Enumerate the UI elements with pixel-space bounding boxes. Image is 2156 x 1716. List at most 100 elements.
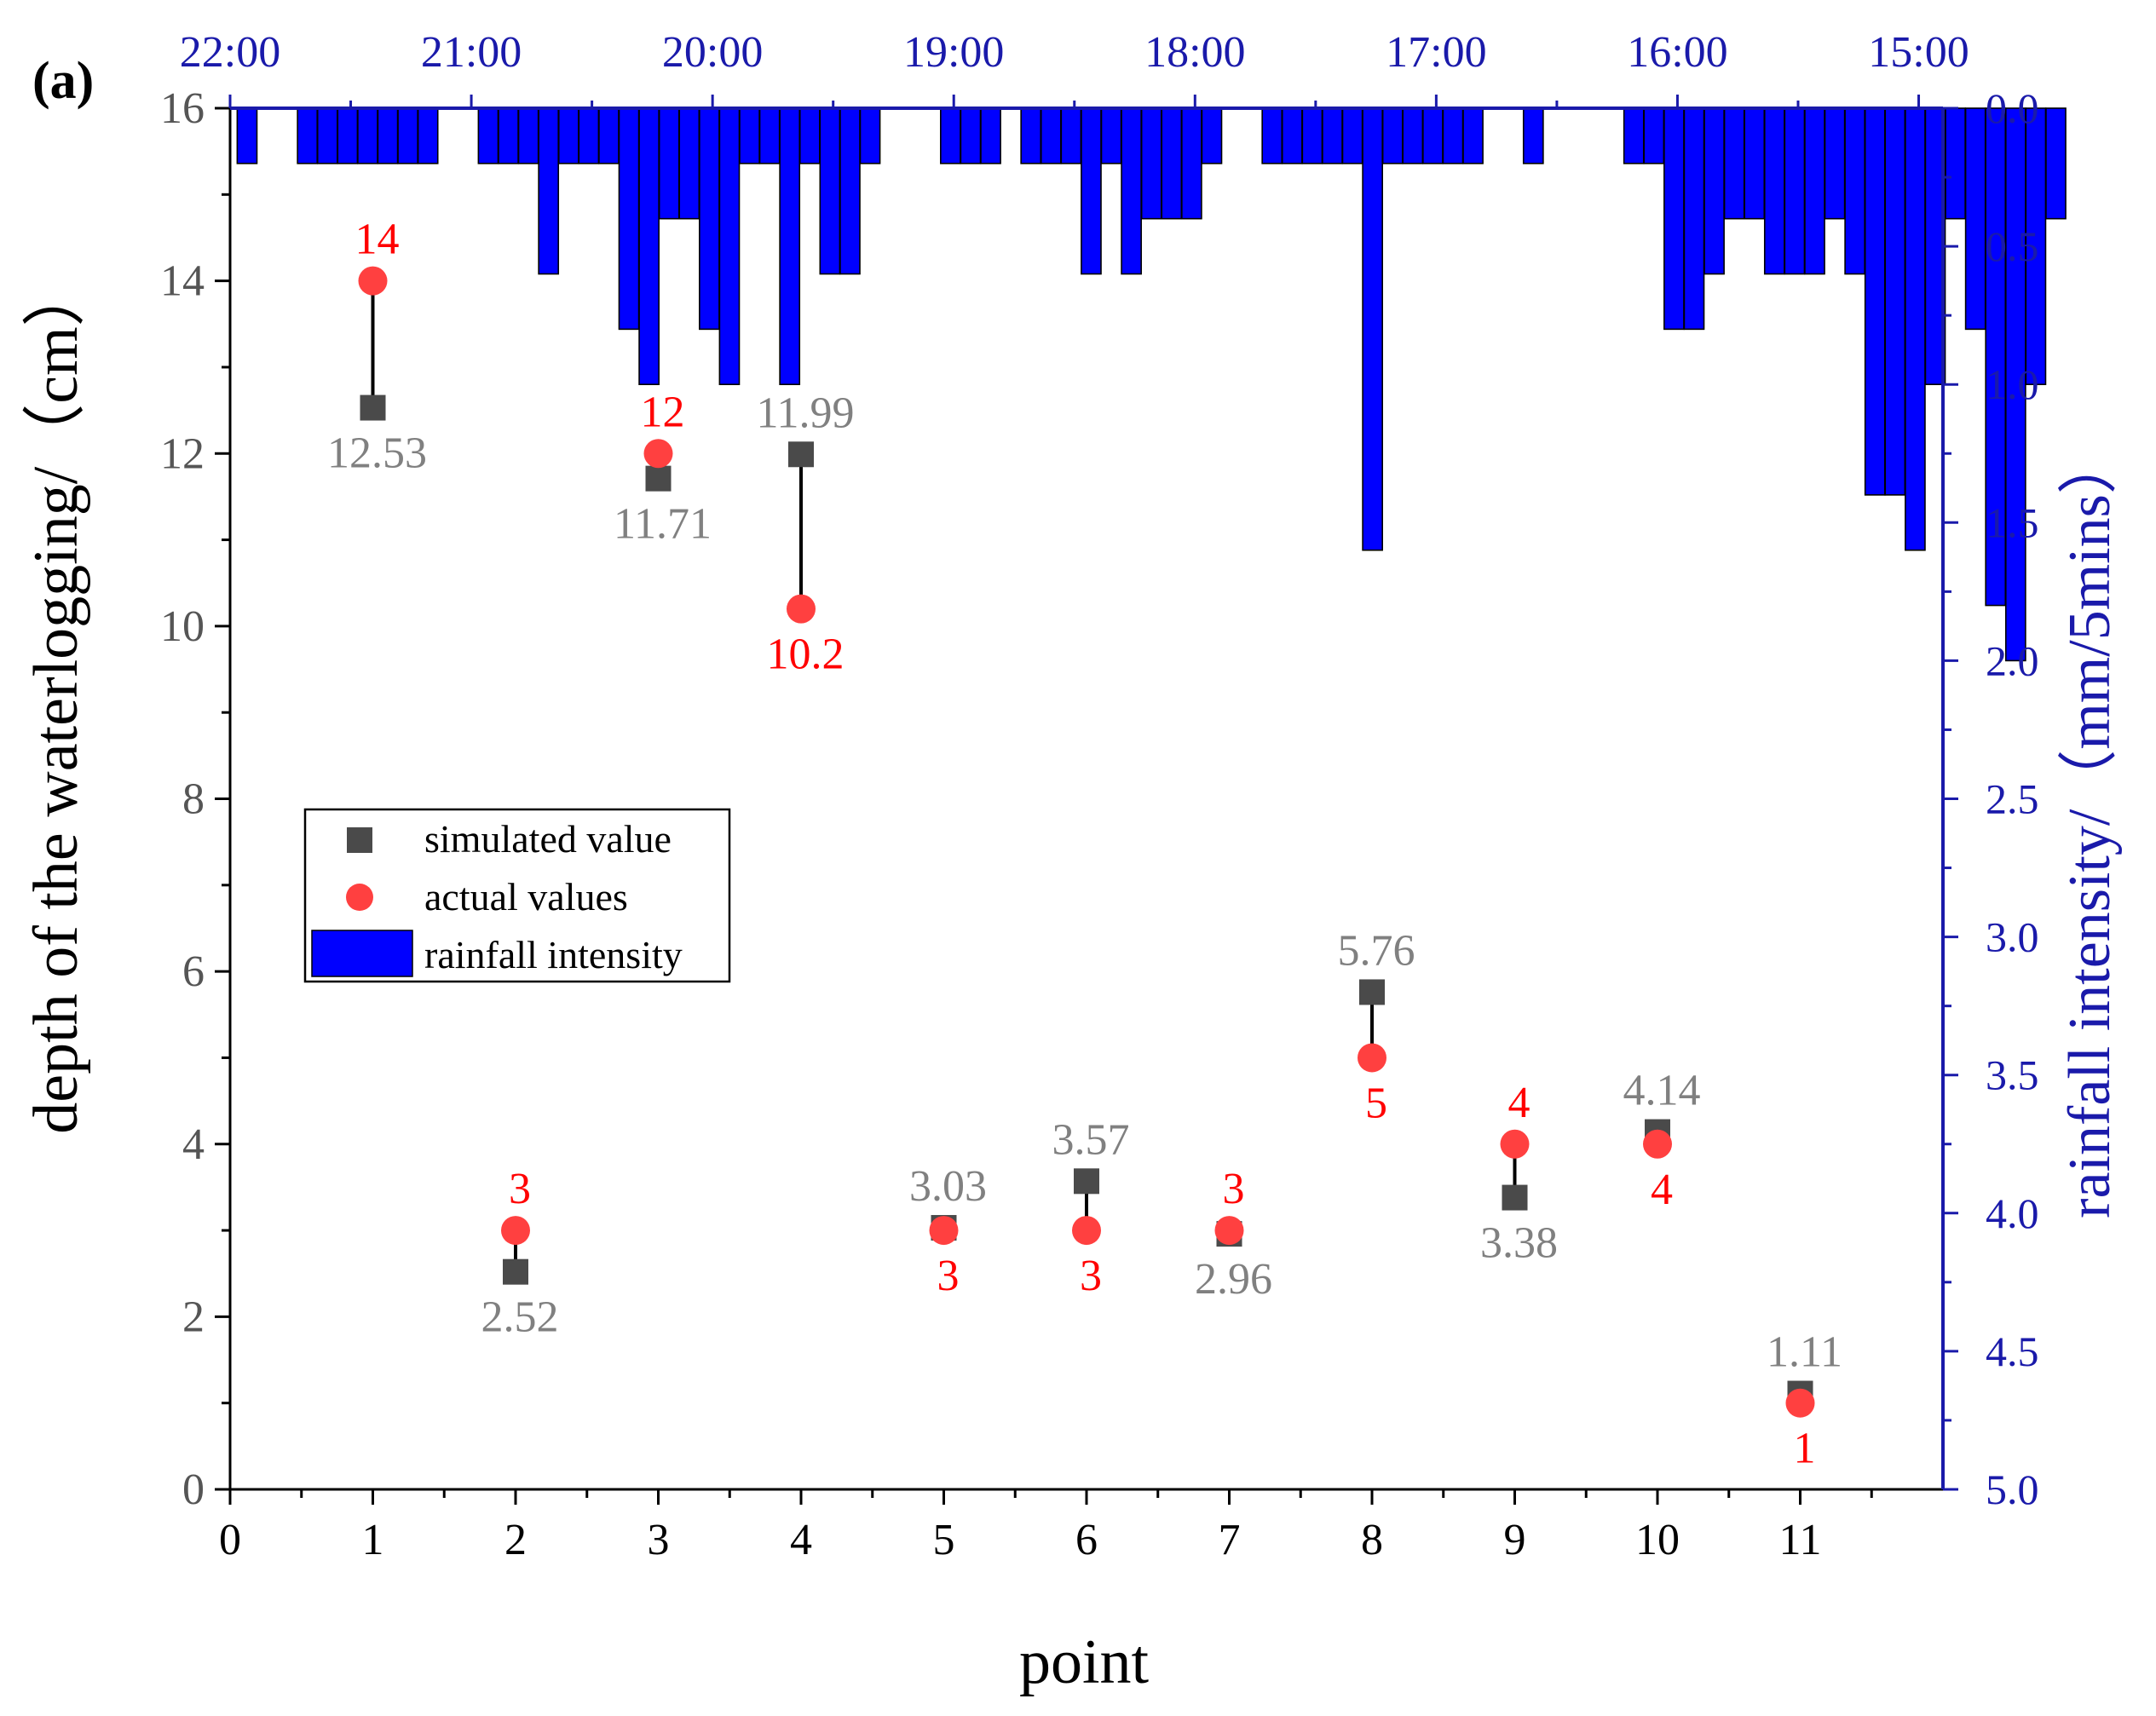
legend-simulated-label: simulated value — [424, 817, 672, 861]
x-axis-title: point — [1019, 1627, 1150, 1697]
top-tick-label: 16:00 — [1627, 28, 1727, 77]
actual-point — [358, 266, 388, 296]
y-tick-label: 4 — [182, 1120, 205, 1169]
actual-data-label: 12 — [641, 388, 685, 436]
rain-bar — [2025, 107, 2047, 386]
rain-bar — [940, 107, 961, 164]
rain-bar — [1081, 107, 1102, 275]
rain-bar — [1864, 107, 1886, 496]
legend-simulated-marker — [347, 827, 372, 853]
actual-data-label: 1 — [1794, 1425, 1816, 1473]
y2-tick-label: 1.5 — [1986, 498, 2039, 546]
rain-bar — [477, 107, 499, 164]
y2-tick-label: 4.0 — [1986, 1189, 2039, 1237]
rain-bar — [1181, 107, 1202, 220]
actual-point — [643, 439, 673, 469]
x-tick-label: 10 — [1635, 1516, 1680, 1564]
simulated-data-label: 5.76 — [1338, 926, 1415, 975]
x-tick-label: 3 — [648, 1516, 670, 1564]
y2-tick-label: 4.5 — [1986, 1327, 2039, 1375]
simulated-point — [503, 1258, 528, 1285]
actual-data-label: 4 — [1508, 1079, 1531, 1127]
rain-bar — [1804, 107, 1825, 275]
y2-tick-label: 0.0 — [1986, 84, 2039, 132]
top-tick-label: 21:00 — [421, 28, 522, 77]
y-axis-title: depth of the waterlogging/（cm） — [21, 263, 91, 1133]
actual-point — [1072, 1216, 1101, 1246]
rain-bar — [960, 107, 982, 164]
rain-bar — [1905, 107, 1926, 551]
legend-actual-label: actual values — [424, 875, 628, 918]
x-tick-label: 8 — [1361, 1516, 1383, 1564]
simulated-point — [788, 441, 814, 468]
rain-bar — [498, 107, 519, 164]
actual-point — [1358, 1043, 1386, 1073]
rain-bar — [397, 107, 418, 164]
legend-box — [303, 808, 731, 983]
y2-tick-label: 1.0 — [1986, 360, 2039, 408]
simulated-point — [1359, 979, 1385, 1005]
y2-tick-label: 2.0 — [1986, 636, 2039, 684]
simulated-data-label: 3.38 — [1480, 1219, 1558, 1268]
y2-tick-label: 3.0 — [1986, 913, 2039, 961]
rain-bar — [758, 107, 781, 164]
top-tick-label: 20:00 — [662, 28, 763, 77]
x-tick-label: 9 — [1504, 1516, 1526, 1564]
simulated-point — [1074, 1168, 1099, 1195]
rain-bar — [316, 107, 338, 164]
rain-bar — [718, 107, 741, 386]
y2-axis-title: rainfall intensity/（mm/5mins） — [2057, 435, 2123, 1218]
rain-bar — [638, 107, 660, 386]
x-tick-label: 4 — [790, 1516, 812, 1564]
y-tick-label: 2 — [182, 1293, 205, 1341]
legend-rain-label: rainfall intensity — [424, 933, 683, 976]
simulated-point — [1502, 1184, 1528, 1211]
y2-tick-label: 0.5 — [1986, 222, 2039, 270]
rain-bar — [980, 107, 1001, 164]
rain-bar — [517, 107, 539, 164]
rain-bar — [357, 107, 378, 164]
legend-rain-marker — [311, 930, 413, 977]
rain-bar — [578, 107, 600, 164]
rain-bar — [1663, 107, 1685, 331]
y-tick-label: 16 — [160, 84, 205, 133]
rain-bar — [1281, 107, 1303, 164]
rain-bar — [678, 107, 700, 220]
actual-data-label: 4 — [1651, 1166, 1673, 1214]
top-tick-label: 17:00 — [1386, 28, 1486, 77]
rain-bar — [1763, 107, 1785, 275]
rain-bar — [1341, 107, 1363, 164]
x-tick-label: 1 — [362, 1516, 384, 1564]
data-points — [358, 266, 1815, 1418]
rain-bar — [538, 107, 560, 275]
simulated-point — [645, 465, 672, 492]
rain-bar — [618, 107, 640, 331]
simulated-point — [360, 394, 386, 421]
actual-point — [929, 1216, 959, 1246]
rain-bar — [1301, 107, 1323, 164]
actual-data-label: 14 — [355, 216, 400, 264]
y-tick-label: 0 — [182, 1466, 205, 1514]
rain-bar — [779, 107, 801, 386]
y2-tick-label: 3.5 — [1986, 1051, 2039, 1099]
rain-bar — [1040, 107, 1062, 164]
actual-data-label: 3 — [1223, 1165, 1245, 1213]
y-tick-label: 10 — [160, 602, 205, 651]
rain-bar — [297, 107, 319, 164]
actual-point — [1214, 1216, 1244, 1246]
rain-bar — [1703, 107, 1725, 275]
y2-tick-label: 2.5 — [1986, 775, 2039, 823]
x-tick-label: 5 — [933, 1516, 955, 1564]
rain-bar — [1442, 107, 1464, 164]
simulated-data-label: 11.99 — [756, 389, 854, 437]
x-tick-label: 7 — [1219, 1516, 1241, 1564]
rain-bar — [1462, 107, 1484, 164]
rain-bar — [1121, 107, 1142, 275]
rain-bar — [1140, 107, 1162, 220]
simulated-data-label: 11.71 — [614, 500, 712, 549]
rain-bar — [1261, 107, 1283, 164]
rain-bar — [2045, 107, 2067, 220]
top-tick-label: 19:00 — [903, 28, 1004, 77]
rain-bar — [1683, 107, 1705, 331]
